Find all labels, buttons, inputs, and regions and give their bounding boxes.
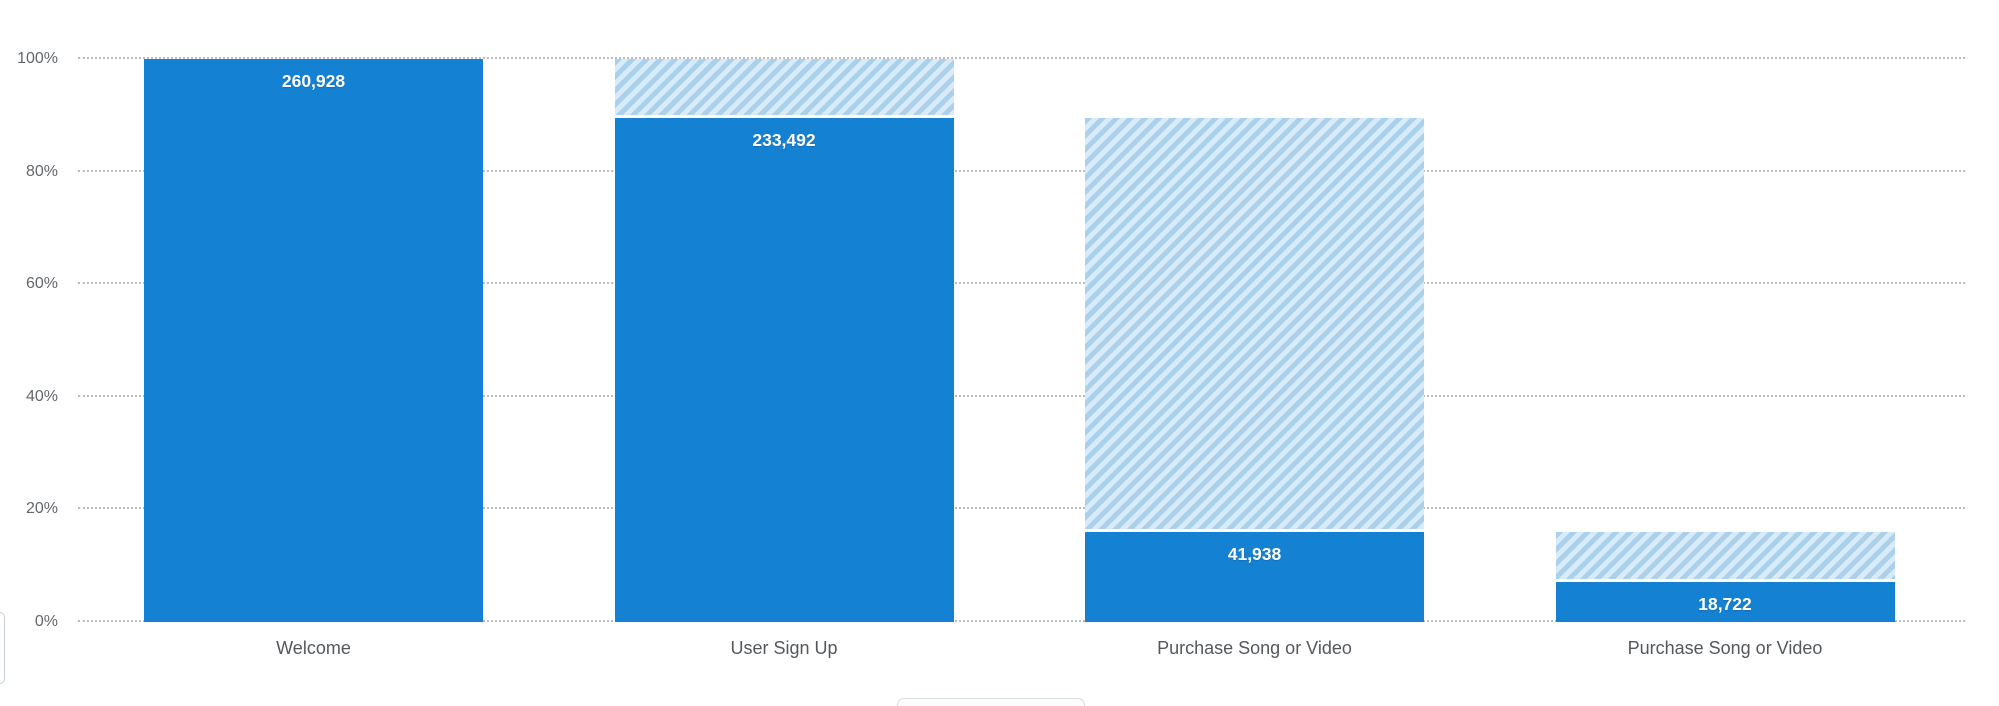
gridline-60%: [78, 282, 1965, 285]
y-tick-label: 40%: [25, 387, 58, 405]
y-tick-label: 80%: [25, 162, 58, 180]
gridline-80%: [78, 169, 1965, 172]
count-label: 41,938: [1227, 543, 1282, 564]
count-label: 260,928: [281, 71, 346, 91]
dropoff-hatched-segment[interactable]: [614, 59, 954, 116]
gridline-0%: [78, 620, 1965, 622]
x-axis-label: Purchase Song or Video: [1157, 638, 1352, 658]
left-edge-partial-control[interactable]: [0, 612, 5, 684]
dropoff-hatched-segment[interactable]: [1555, 531, 1895, 579]
converted-segment[interactable]: 260,928: [144, 59, 483, 622]
funnel-bar-3: 41,938: [1085, 59, 1424, 622]
converted-segment[interactable]: 18,722: [1555, 581, 1895, 622]
count-label: 233,492: [752, 130, 816, 151]
gridline-40%: [78, 394, 1965, 397]
y-tick-label: 100%: [17, 50, 58, 67]
y-tick-label: 0%: [34, 613, 58, 630]
x-axis-label: Welcome: [276, 638, 351, 658]
dropoff-hatched-segment[interactable]: [1085, 118, 1424, 529]
y-tick-label: 20%: [25, 500, 58, 518]
converted-segment[interactable]: 41,938: [1085, 531, 1424, 622]
funnel-bar-4: 18,722: [1555, 59, 1895, 622]
funnel-bar-1: 260,928: [144, 59, 483, 622]
x-axis-label: Purchase Song or Video: [1627, 638, 1823, 658]
count-label: 18,722: [1698, 593, 1752, 614]
x-axis-label: User Sign Up: [730, 638, 838, 658]
gridline-100%: [78, 57, 1965, 59]
y-tick-label: 60%: [25, 275, 58, 293]
converted-segment[interactable]: 233,492: [614, 118, 954, 622]
gridline-20%: [78, 507, 1965, 510]
funnel-bar-2: 233,492: [614, 59, 954, 622]
bottom-center-partial-control[interactable]: [897, 698, 1085, 706]
plot-area: 260,928 233,492 41,938 18,722: [78, 57, 1965, 622]
